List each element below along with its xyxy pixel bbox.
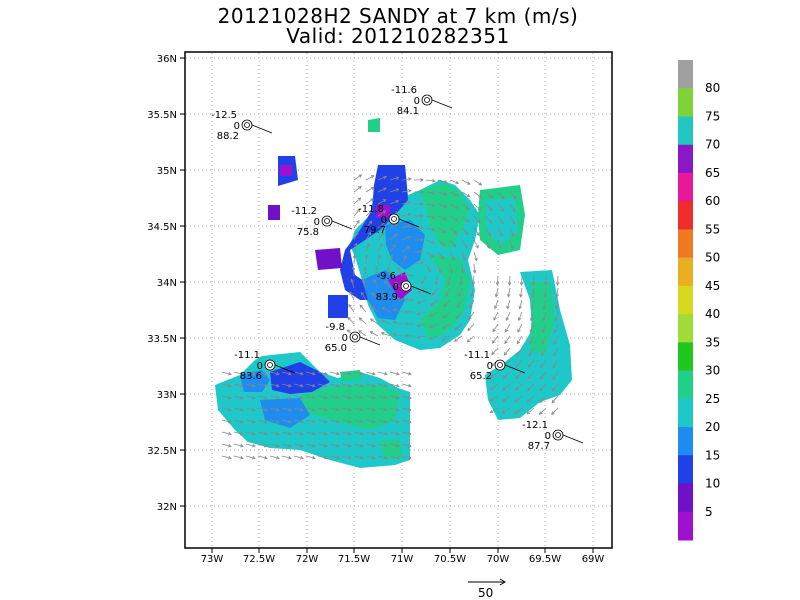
station-dewpoint: 0 bbox=[414, 96, 420, 107]
colorbar-label: 65 bbox=[705, 166, 720, 180]
y-tick-label: 34.5N bbox=[147, 222, 177, 233]
y-tick-label: 33N bbox=[157, 390, 177, 401]
colorbar-label: 60 bbox=[705, 194, 720, 208]
x-tick-label: 71.5W bbox=[338, 554, 370, 565]
colorbar-label: 30 bbox=[705, 364, 720, 378]
station-height: 65.0 bbox=[325, 343, 347, 354]
station-height: 79.7 bbox=[364, 225, 386, 236]
station-temp: -12.5 bbox=[211, 110, 237, 121]
wind-vectors bbox=[221, 174, 560, 460]
station-temp: -11.6 bbox=[391, 85, 417, 96]
station-height: 65.2 bbox=[470, 371, 492, 382]
station-temp: -11.1 bbox=[464, 350, 490, 361]
x-tick-label: 69W bbox=[582, 554, 605, 565]
y-tick-label: 33.5N bbox=[147, 334, 177, 345]
station-height: 83.9 bbox=[376, 292, 398, 303]
colorbar-swatch bbox=[678, 285, 693, 315]
station-dewpoint: 0 bbox=[393, 282, 399, 293]
colorbar-swatch bbox=[678, 60, 693, 89]
x-tick-label: 72W bbox=[296, 554, 319, 565]
colorbar-swatch bbox=[678, 314, 693, 343]
colorbar-swatch bbox=[678, 229, 693, 259]
colorbar-label: 45 bbox=[705, 279, 720, 293]
colorbar-swatch bbox=[678, 144, 693, 174]
station-temp: -11.2 bbox=[291, 206, 317, 217]
station-height: 84.1 bbox=[397, 106, 419, 117]
station-temp: -12.1 bbox=[522, 420, 548, 431]
colorbar-label: 50 bbox=[705, 251, 720, 265]
colorbar-swatch bbox=[678, 427, 693, 456]
reference-vector-label: 50 bbox=[478, 586, 493, 600]
station-height: 75.8 bbox=[297, 227, 319, 238]
valid-time: Valid: 201210282351 bbox=[286, 24, 510, 48]
colorbar-swatch bbox=[678, 511, 693, 541]
station-height: 87.7 bbox=[528, 441, 550, 452]
station-dewpoint: 0 bbox=[381, 215, 387, 226]
colorbar-label: 15 bbox=[705, 448, 720, 462]
station-dewpoint: 0 bbox=[234, 121, 240, 132]
station-dewpoint: 0 bbox=[342, 333, 348, 344]
colorbar-swatch bbox=[678, 116, 693, 146]
x-tick-label: 71W bbox=[391, 554, 414, 565]
colorbar-swatch bbox=[678, 370, 693, 400]
y-tick-label: 36N bbox=[157, 54, 177, 65]
colorbar-label: 70 bbox=[705, 138, 720, 152]
station-dewpoint: 0 bbox=[545, 431, 551, 442]
colorbar-swatch bbox=[678, 398, 693, 428]
x-tick-label: 70W bbox=[487, 554, 510, 565]
station-temp: -11.1 bbox=[234, 350, 260, 361]
x-tick-label: 69.5W bbox=[529, 554, 561, 565]
y-tick-label: 32N bbox=[157, 502, 177, 513]
station-dewpoint: 0 bbox=[314, 217, 320, 228]
station-temp: -9.8 bbox=[325, 322, 345, 333]
colorbar-swatch bbox=[678, 257, 693, 287]
colorbar-swatch bbox=[678, 88, 693, 117]
colorbar-label: 5 bbox=[705, 505, 713, 519]
x-tick-label: 70.5W bbox=[434, 554, 466, 565]
y-tick-label: 35N bbox=[157, 166, 177, 177]
colorbar-label: 80 bbox=[705, 81, 720, 95]
station-height: 88.2 bbox=[217, 131, 239, 142]
station-dewpoint: 0 bbox=[487, 361, 493, 372]
y-tick-label: 34N bbox=[157, 278, 177, 289]
colorbar-swatch bbox=[678, 342, 693, 372]
x-axis: 73W 72.5W 72W 71.5W 71W 70.5W 70W 69.5W 69W bbox=[201, 548, 605, 565]
colorbar-swatch bbox=[678, 483, 693, 513]
colorbar-swatch bbox=[678, 201, 693, 230]
station-plots: -12.5088.2-11.6084.1-11.2075.8-11.8079.7… bbox=[211, 85, 584, 452]
x-tick-label: 73W bbox=[201, 554, 224, 565]
colorbar-label: 75 bbox=[705, 109, 720, 123]
station-height: 83.6 bbox=[240, 371, 262, 382]
reference-vector: 50 bbox=[468, 578, 506, 600]
y-tick-label: 35.5N bbox=[147, 110, 177, 121]
colorbar-label: 10 bbox=[705, 477, 720, 491]
colorbar-swatch bbox=[678, 172, 693, 202]
station-temp: -9.6 bbox=[376, 271, 396, 282]
chart-title: 20121028H2 SANDY at 7 km (m/s) bbox=[217, 4, 579, 28]
y-axis: 36N 35.5N 35N 34.5N 34N 33.5N 33N 32.5N 32N bbox=[147, 54, 185, 513]
colorbar-label: 35 bbox=[705, 335, 720, 349]
station-temp: -11.8 bbox=[358, 204, 384, 215]
colorbar-label: 40 bbox=[705, 307, 720, 321]
station-dewpoint: 0 bbox=[257, 361, 263, 372]
colorbar-label: 55 bbox=[705, 222, 720, 236]
colorbar-label: 25 bbox=[705, 392, 720, 406]
x-tick-label: 72.5W bbox=[243, 554, 275, 565]
colorbar: 80 75 70 65 60 55 50 45 40 35 30 25 20 15 10 5 bbox=[678, 60, 720, 541]
colorbar-label: 20 bbox=[705, 420, 720, 434]
colorbar-swatch bbox=[678, 455, 693, 485]
y-tick-label: 32.5N bbox=[147, 446, 177, 457]
